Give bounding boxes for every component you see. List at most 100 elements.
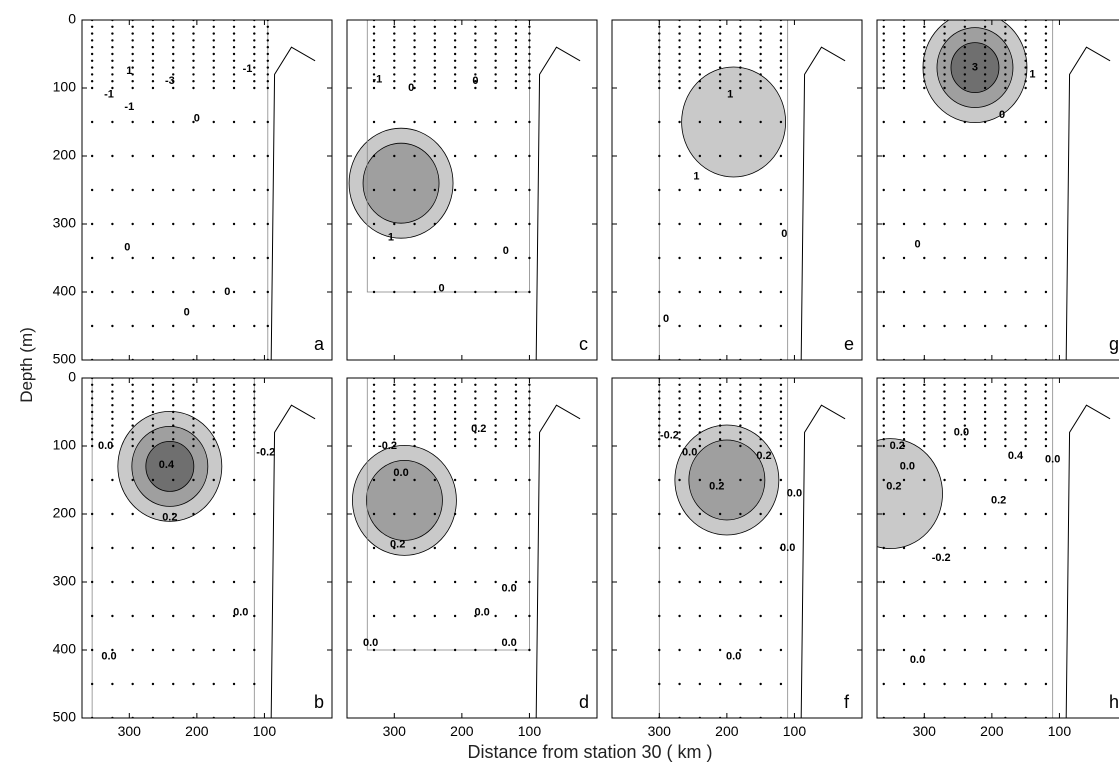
station-dot [1024,25,1027,28]
station-dot [413,410,416,414]
station-dot [433,444,437,448]
station-dot [759,444,762,448]
station-dot [983,390,987,393]
station-dot [678,80,681,83]
station-dot [131,154,134,158]
station-dot [759,478,762,482]
station-dot [528,59,531,62]
station-dot [1044,39,1048,42]
station-dot [983,410,987,414]
station-dot [678,66,681,69]
station-dot [253,188,256,192]
panel-content-f: -0.20.00.20.20.00.00.0 [658,378,846,718]
station-dot [779,424,783,427]
station-dot [514,46,518,49]
station-dot [1044,410,1048,414]
station-dot [453,154,457,158]
station-dot [151,256,155,260]
station-dot [131,324,134,328]
station-dot [923,431,926,434]
station-dot [658,397,661,400]
station-dot [372,59,376,62]
station-dot [212,80,215,83]
station-dot [1004,424,1007,427]
panel-frame [876,377,1119,719]
y-tick-label: 100 [53,437,77,453]
station-dot [698,290,702,294]
station-dot [212,614,215,618]
station-dot [882,59,885,62]
station-dot [759,512,762,516]
station-dot [882,52,885,56]
station-dot [779,120,783,124]
station-dot [698,120,702,124]
station-dot [779,59,783,62]
contour-label: 0.0 [98,440,113,452]
station-dot [253,66,256,69]
station-dot [111,390,114,393]
station-dot [131,404,134,407]
station-dot [131,390,134,393]
station-dot [678,324,681,328]
station-dot [1024,444,1027,448]
station-dot [494,154,497,158]
shaded-region-0.2 [877,438,943,549]
station-dot [1004,417,1007,420]
station-dot [963,546,967,550]
station-dot [1004,324,1007,328]
station-dot [923,59,926,62]
station-dot [453,404,457,407]
station-dot [882,404,885,407]
station-dot [902,478,906,482]
station-dot [494,46,497,49]
contour-label: 0.0 [780,542,795,554]
station-dot [192,682,195,686]
station-dot [882,682,885,686]
station-dot [212,73,215,76]
station-dot [943,120,946,124]
station-dot [90,39,94,42]
station-dot [90,46,94,49]
station-dot [393,188,396,192]
bathymetry-line [1065,46,1111,360]
station-dot [923,410,926,414]
station-dot [658,438,661,441]
station-dot [212,324,215,328]
contour-label: 0.0 [393,467,408,479]
station-dot [90,431,94,434]
contour-label: 0 [781,228,787,240]
station-dot [474,614,477,618]
station-dot [372,512,376,516]
station-dot [1024,431,1027,434]
station-dot [494,424,497,427]
panel-letter: f [844,692,850,712]
station-dot [678,410,681,414]
station-dot [698,39,702,42]
station-dot [943,188,946,192]
station-dot [923,383,926,386]
station-dot [266,39,270,42]
station-dot [253,397,256,400]
contour-label: 0.0 [502,637,517,649]
y-tick-label: 200 [53,147,77,163]
station-dot [253,32,256,35]
station-dot [111,39,114,42]
station-dot [759,546,762,550]
station-dot [923,256,926,260]
station-dot [983,52,987,56]
bathymetry-line [800,404,846,718]
station-dot [413,222,416,226]
station-dot [902,580,906,584]
station-dot [882,417,885,420]
station-dot [1024,383,1027,386]
station-dot [658,80,661,83]
station-dot [151,390,155,393]
station-dot [718,39,722,42]
station-dot [372,154,376,158]
station-dot [212,59,215,62]
station-dot [759,59,762,62]
station-dot [983,478,987,482]
station-dot [393,580,396,584]
station-dot [779,383,783,386]
station-dot [779,390,783,393]
